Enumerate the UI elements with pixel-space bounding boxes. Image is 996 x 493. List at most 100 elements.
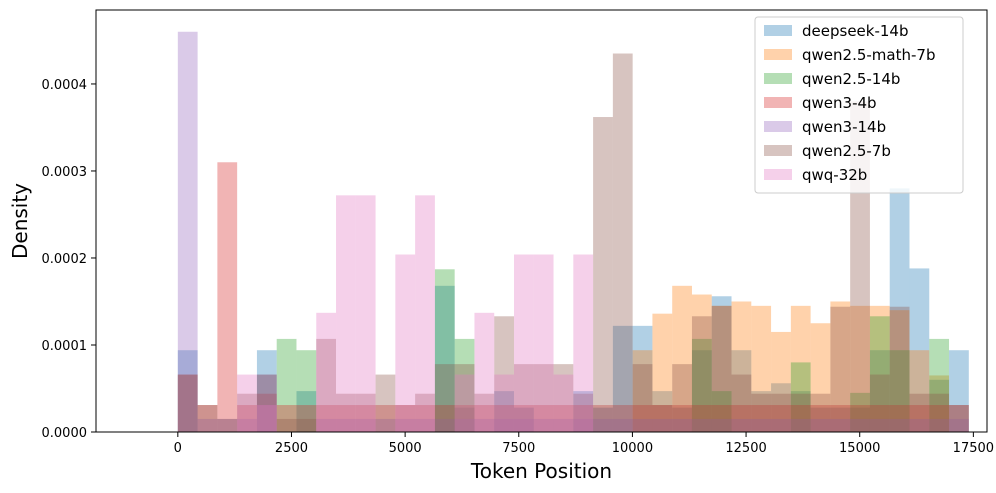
bar [691,316,712,432]
bar [711,305,732,432]
bar [909,418,930,432]
bar [553,374,574,432]
legend-swatch [764,73,792,84]
y-tick-label: 0.0004 [42,78,88,93]
x-axis-ticks: 0 2500 5000 7500 10000 12500 15000 17500 [174,432,994,456]
bar [355,418,376,432]
legend-box [754,16,964,194]
bars-layer [177,31,969,433]
bar [850,407,870,432]
bar [790,405,811,432]
series-qwen2.5-math-7b [632,285,950,432]
bar [494,316,514,432]
bar [177,350,198,432]
series-qwq-32b [237,195,594,432]
bar [771,393,791,432]
bar [830,407,851,432]
bar [691,294,712,432]
bar [652,405,673,432]
x-tick-label: 12500 [725,441,766,456]
bar [336,418,356,432]
bar [355,393,376,432]
bar [454,418,475,432]
bar [790,305,811,432]
bar [691,350,712,432]
bar [415,418,435,432]
bar [296,405,317,432]
bar [691,405,712,432]
bar [771,383,791,432]
legend-label: qwen3-4b [802,94,877,112]
bar [197,418,218,432]
bar [454,374,475,432]
bar [612,53,633,432]
bar [889,418,910,432]
bar [672,285,692,432]
bar [573,405,594,432]
bar [573,418,594,432]
x-tick-label: 10000 [612,441,653,456]
bar [652,313,673,432]
bar [790,418,811,432]
series-qwen2.5-14b [276,269,950,432]
legend-swatch [764,169,792,180]
bar [573,391,594,432]
bar [731,405,752,432]
y-tick-label: 0.0000 [42,426,88,441]
bar [593,407,613,432]
bar [632,418,653,432]
legend-swatch [764,49,792,60]
legend-swatch [764,145,792,156]
bar [711,405,732,432]
bar [533,254,554,432]
bar [711,391,732,432]
axes-frame [95,9,988,433]
bar [474,405,495,432]
y-tick-label: 0.0002 [42,252,88,267]
bar [553,364,574,432]
bar [632,364,653,432]
bar [395,405,416,432]
bar [454,405,475,432]
bar [434,418,455,432]
bar [296,418,317,432]
bar [533,364,554,432]
bar [711,418,732,432]
bar [276,338,297,432]
bar [533,418,554,432]
bar [731,301,752,432]
bar [612,325,633,432]
legend-label: qwq-32b [802,166,867,184]
legend-swatch [764,25,792,36]
bar [889,310,910,432]
bar [909,393,930,432]
legend: deepseek-14b qwen2.5-math-7b qwen2.5-14b qw… [754,16,964,194]
bar [514,418,534,432]
bar [929,338,950,432]
series-qwen3-4b [177,162,969,432]
legend-swatch [764,121,792,132]
bar [395,405,416,432]
bar [237,418,257,432]
bar [256,393,277,432]
bar [869,316,890,432]
bar [276,405,297,432]
bar [355,405,376,432]
bar [276,418,297,432]
bar [672,405,692,432]
bar [415,393,435,432]
bar [217,418,238,432]
bar [434,405,455,432]
bar [652,391,673,432]
bar [810,418,831,432]
bar [375,418,396,432]
bar [237,405,257,432]
bar [869,305,890,432]
bar [929,405,950,432]
bar [731,374,752,432]
bar [573,393,594,432]
bar [830,301,851,432]
bar [909,405,930,432]
bar [197,405,218,432]
bar [553,405,574,432]
